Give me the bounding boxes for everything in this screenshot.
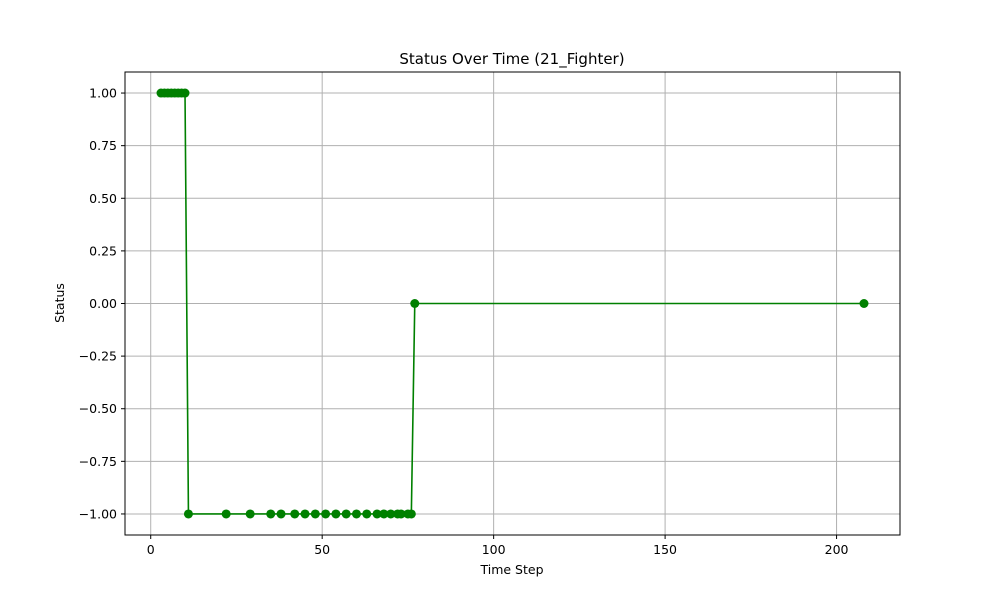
data-point-marker — [276, 509, 286, 519]
y-tick-label: −1.00 — [79, 506, 117, 521]
data-point-marker — [859, 299, 869, 308]
data-point-marker — [386, 509, 396, 519]
y-tick-label: −0.25 — [79, 349, 117, 364]
y-tick-label: 0.75 — [89, 138, 117, 153]
x-tick-label: 0 — [147, 542, 155, 557]
tick-layer: 0 50 100 150 200 1.00 0.75 0.50 0.25 0.00 −0.25 −0.… — [79, 86, 849, 557]
series-layer — [156, 88, 869, 519]
data-point-marker — [362, 509, 372, 519]
y-axis-title: Status — [52, 283, 67, 323]
data-point-marker — [300, 509, 310, 519]
y-tick-label: 1.00 — [89, 86, 117, 101]
data-point-marker — [321, 509, 331, 519]
y-tick-label: 0.50 — [89, 191, 117, 206]
data-point-marker — [180, 88, 190, 98]
y-tick-label: 0.00 — [89, 296, 117, 311]
x-tick-label: 100 — [482, 542, 506, 557]
data-point-marker — [183, 509, 193, 519]
y-tick-label: 0.25 — [89, 243, 117, 258]
data-point-marker — [310, 509, 320, 519]
x-tick-label: 200 — [825, 542, 849, 557]
data-point-marker — [266, 509, 276, 519]
data-point-marker — [221, 509, 231, 519]
data-point-marker — [396, 509, 406, 519]
plot-frame — [124, 71, 901, 536]
y-tick-label: −0.50 — [79, 401, 117, 416]
x-tick-label: 50 — [314, 542, 330, 557]
chart-title: Status Over Time (21_Fighter) — [399, 50, 624, 69]
y-tick-label: −0.75 — [79, 454, 117, 469]
x-tick-label: 150 — [653, 542, 677, 557]
data-point-marker — [245, 509, 255, 519]
x-axis-title: Time Step — [479, 562, 543, 577]
data-point-marker — [406, 509, 416, 519]
data-point-marker — [341, 509, 351, 519]
data-point-marker — [331, 509, 341, 519]
data-point-marker — [379, 509, 389, 519]
data-point-marker — [410, 299, 420, 308]
data-point-marker — [351, 509, 361, 519]
data-point-marker — [290, 509, 300, 519]
data-point-marker — [372, 509, 382, 519]
